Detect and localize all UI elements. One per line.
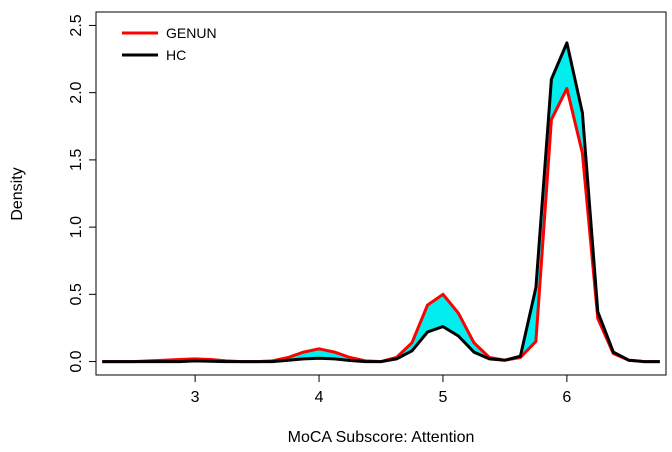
y-tick-label: 1.0 <box>68 216 85 238</box>
x-tick-label: 4 <box>315 389 324 406</box>
series-lines-layer <box>102 41 660 364</box>
y-tick-label: 2.0 <box>68 81 85 103</box>
legend-label-hc: HC <box>166 47 186 63</box>
x-axis-label: MoCA Subscore: Attention <box>288 429 475 446</box>
legend-label-genun: GENUN <box>166 25 217 41</box>
x-tick-label: 5 <box>439 389 448 406</box>
y-tick-label: 0.0 <box>68 350 85 372</box>
x-axis: 3 4 5 6 <box>191 374 571 406</box>
y-tick-label: 2.5 <box>68 14 85 36</box>
legend: GENUN HC <box>122 25 217 63</box>
series-line-hc <box>102 41 660 364</box>
y-axis-label: Density <box>9 167 26 220</box>
y-tick-label: 1.5 <box>68 149 85 171</box>
x-tick-label: 6 <box>562 389 571 406</box>
y-axis: 0.0 0.5 1.0 1.5 2.0 2.5 <box>68 14 97 373</box>
x-tick-label: 3 <box>191 389 200 406</box>
y-tick-label: 0.5 <box>68 283 85 305</box>
